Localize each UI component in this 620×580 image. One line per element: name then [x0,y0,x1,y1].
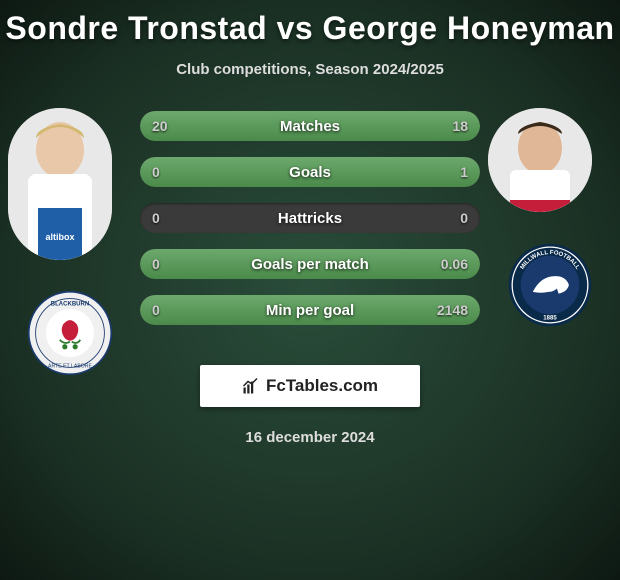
stat-row: 00.06Goals per match [140,249,480,279]
brand-badge: FcTables.com [200,365,420,407]
svg-text:BLACKBURN: BLACKBURN [51,301,89,307]
date-text: 16 december 2024 [0,429,620,446]
player-left-photo: altibox [8,108,112,260]
brand-text: FcTables.com [266,376,378,396]
player-right-photo [488,108,592,212]
svg-text:altibox: altibox [45,232,74,242]
stat-label: Hattricks [140,203,480,233]
stat-row: 01Goals [140,157,480,187]
stat-label: Min per goal [140,295,480,325]
svg-text:1885: 1885 [543,315,557,321]
stat-label: Goals [140,157,480,187]
stat-row: 02148Min per goal [140,295,480,325]
subtitle: Club competitions, Season 2024/2025 [0,61,620,78]
chart-icon [242,377,260,395]
page-title: Sondre Tronstad vs George Honeyman [0,0,620,47]
comparison-panel: altibox BLACKBURN ARTE ET LABORE [0,108,620,325]
stat-bars: 2018Matches 01Goals 00Hattricks 00.06Goals … [140,108,480,325]
stat-row: 2018Matches [140,111,480,141]
stat-label: Goals per match [140,249,480,279]
stat-label: Matches [140,111,480,141]
club-left-badge: BLACKBURN ARTE ET LABORE [20,290,120,376]
svg-text:ARTE ET LABORE: ARTE ET LABORE [48,363,92,369]
club-right-badge: MILLWALL FOOTBALL 1885 [500,242,600,328]
stat-row: 00Hattricks [140,203,480,233]
